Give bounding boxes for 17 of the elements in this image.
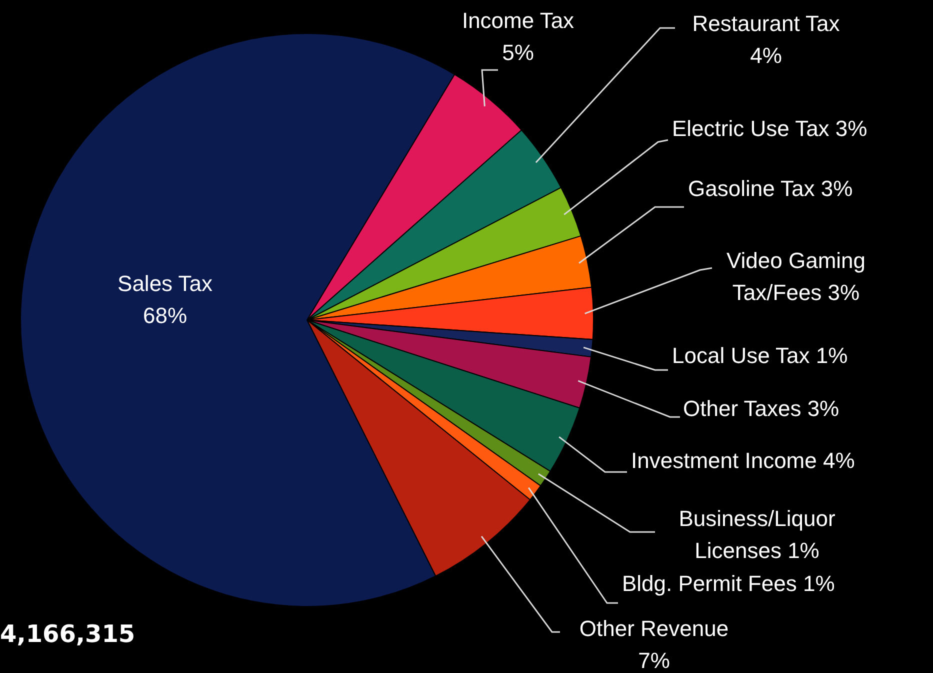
data-label: 7% <box>638 648 670 673</box>
slice-label: Business/Liquor Licenses 1% <box>678 506 836 564</box>
slice-label: Video Gaming Tax/Fees 3% <box>726 248 866 306</box>
slice-label: Electric Use Tax 3% <box>672 116 868 142</box>
data-label: 5% <box>502 40 534 66</box>
data-label: 4% <box>750 43 782 68</box>
slice-label: Bldg. Permit Fees 1% <box>622 571 835 596</box>
slice-label: Investment Income 4% <box>631 448 855 474</box>
slice-label: Other Revenue <box>579 616 729 642</box>
slice-label: Sales Tax <box>118 271 212 296</box>
slice-label: Local Use Tax 1% <box>672 343 848 368</box>
slice-label: Gasoline Tax 3% <box>688 176 853 202</box>
slice-label: Other Taxes 3% <box>683 396 840 422</box>
slice-label: Restaurant Tax <box>692 11 840 36</box>
slice-label: Income Tax <box>462 8 574 34</box>
text: 4,166,315 <box>0 620 136 648</box>
data-label: 68% <box>142 303 188 328</box>
